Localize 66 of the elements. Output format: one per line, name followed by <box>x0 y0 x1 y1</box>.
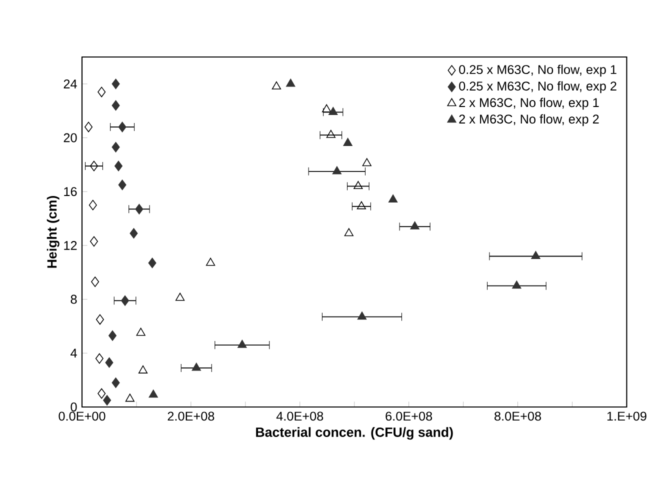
x-tick-label: 6.0E+08 <box>386 412 432 421</box>
point <box>326 130 336 138</box>
point <box>118 180 126 190</box>
x-tick-label: 2.0E+08 <box>168 412 214 421</box>
point <box>410 221 420 230</box>
point <box>88 200 97 210</box>
point <box>148 390 158 398</box>
point <box>112 78 120 90</box>
point <box>332 166 342 174</box>
point <box>138 365 148 374</box>
x-tick-label: 4.0E+08 <box>276 412 324 421</box>
y-tick-label: 8 <box>70 294 77 304</box>
point <box>238 340 247 348</box>
y-tick-label: 4 <box>70 348 77 358</box>
point <box>388 194 398 202</box>
y-tick-label: 0 <box>70 402 77 412</box>
point <box>354 181 363 190</box>
y-axis-title: Height (cm) <box>46 196 60 268</box>
y-tick-label: 20 <box>64 133 77 142</box>
point <box>114 160 122 172</box>
point <box>135 204 144 214</box>
point <box>286 78 296 87</box>
x-tick-label: 1.E+09 <box>607 412 646 421</box>
point <box>130 228 138 239</box>
point <box>357 312 367 320</box>
point <box>90 236 98 247</box>
point <box>98 86 106 98</box>
point <box>322 104 332 112</box>
point <box>103 395 112 406</box>
point <box>362 158 372 166</box>
point <box>192 362 201 371</box>
point <box>90 160 98 172</box>
point <box>121 295 130 306</box>
y-tick-label: 16 <box>64 187 77 196</box>
point <box>343 138 352 146</box>
point <box>118 122 126 132</box>
y-tick-label: 12 <box>64 241 77 250</box>
x-axis-title: Bacterial concen. (CFU/g sand) <box>256 427 453 440</box>
legend-label: 2 x M63C, No flow, exp 1 <box>459 98 599 110</box>
x-tick-label: 0.0E+00 <box>58 412 106 421</box>
point <box>112 142 120 152</box>
point <box>112 378 120 388</box>
point <box>206 258 216 266</box>
point <box>91 276 100 287</box>
point <box>344 228 354 236</box>
legend-label: 0.25 x M63C, No flow, exp 1 <box>459 64 616 77</box>
point <box>512 280 522 289</box>
legend-label: 2 x M63C, No flow, exp 2 <box>459 114 599 126</box>
point <box>98 388 106 399</box>
point <box>84 122 93 132</box>
x-tick-label: 8.0E+08 <box>494 412 541 421</box>
point <box>105 357 114 368</box>
y-tick-label: 24 <box>64 79 77 88</box>
point <box>272 81 282 90</box>
point <box>328 106 338 115</box>
point <box>148 258 156 268</box>
point <box>531 251 540 260</box>
point <box>175 292 185 301</box>
point <box>125 394 134 402</box>
point <box>356 201 366 210</box>
point <box>136 328 146 336</box>
legend-label: 0.25 x M63C, No flow, exp 2 <box>459 81 616 94</box>
point <box>95 353 104 364</box>
point <box>112 100 120 111</box>
point <box>96 314 104 325</box>
point <box>108 330 117 341</box>
